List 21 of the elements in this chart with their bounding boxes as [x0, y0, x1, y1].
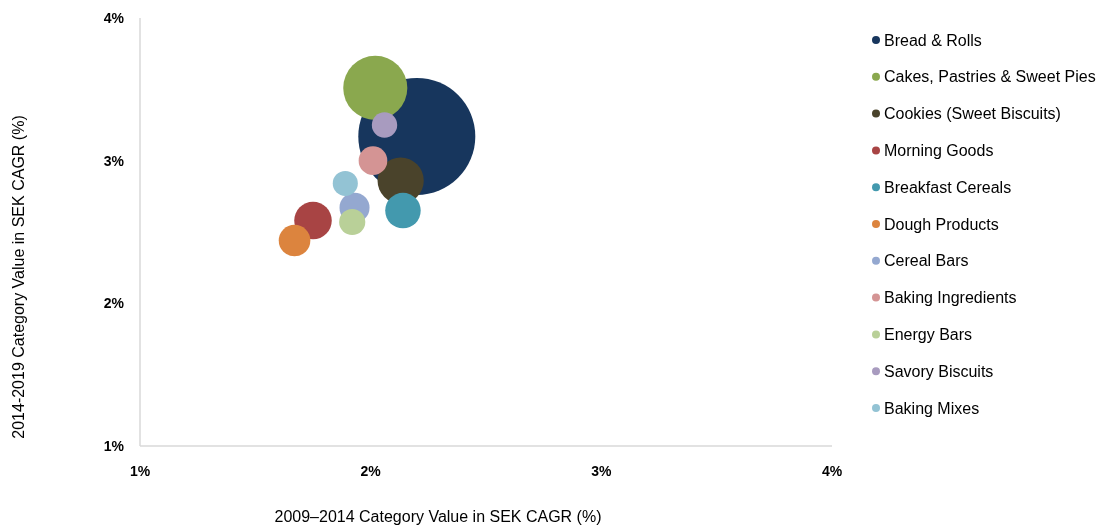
legend-label: Cakes, Pastries & Sweet Pies [884, 68, 1096, 86]
legend-label: Cereal Bars [884, 252, 969, 270]
x-tick-label: 1% [129, 463, 151, 479]
legend-label: Savory Biscuits [884, 362, 994, 380]
x-tick-label: 3% [591, 463, 612, 479]
y-tick-label: 3% [103, 152, 125, 169]
legend-label: Baking Ingredients [884, 289, 1017, 307]
y-tick-label: 1% [103, 437, 125, 454]
x-tick-label: 4% [821, 463, 843, 479]
y-tick-label: 4% [103, 9, 125, 26]
legend-label: Energy Bars [884, 326, 973, 343]
legend-label: Bread & Rolls [884, 31, 982, 49]
legend-label: Cookies (Sweet Biscuits) [884, 105, 1061, 123]
y-tick-label: 2% [103, 295, 125, 312]
legend-label: Morning Goods [884, 142, 994, 159]
x-axis-title: 2009–2014 Category Value in SEK CAGR (%) [274, 508, 602, 525]
x-tick-label: 2% [360, 463, 382, 479]
legend-label: Baking Mixes [884, 399, 980, 417]
legend-label: Dough Products [884, 215, 999, 233]
y-axis-title: 2014-2019 Category Value in SEK CAGR (%) [10, 115, 27, 439]
legend-label: Breakfast Cereals [884, 178, 1012, 196]
